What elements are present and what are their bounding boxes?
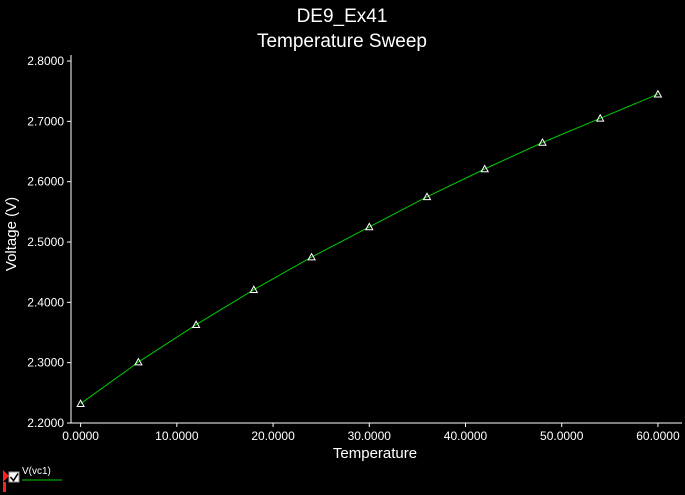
chart-subtitle: Temperature Sweep [257,31,427,52]
axis-ticks: 2.2000 2.3000 2.4000 2.5000 2.6000 2.7000 2.80… [27,54,680,443]
red-marker-icon [3,470,9,492]
data-point-marker [595,113,605,122]
x-tick-label: 0.0000 [62,429,99,443]
chart-title: DE9_Ex41 [297,6,388,27]
y-tick-label: 2.8000 [27,54,64,68]
x-tick-label: 20.0000 [251,429,295,443]
y-tick-label: 2.2000 [27,416,64,430]
legend: V(vc1) [3,466,62,492]
data-point-marker [422,192,432,201]
axes [70,55,682,424]
data-point-marker [307,252,316,261]
x-tick-label: 60.0000 [636,429,680,443]
y-tick-label: 2.3000 [27,356,64,370]
data-point-marker [76,399,85,407]
data-point-marker [249,285,259,293]
x-axis-label: Temperature [333,445,417,462]
data-point-marker [653,89,663,98]
x-tick-label: 50.0000 [540,429,584,443]
x-tick-label: 10.0000 [155,429,199,443]
y-axis-label: Voltage (V) [3,197,20,271]
y-tick-label: 2.5000 [27,235,64,249]
x-tick-label: 40.0000 [444,429,488,443]
x-tick-label: 30.0000 [348,429,392,443]
data-point-marker [480,164,490,173]
data-point-marker [191,320,201,328]
data-point-marker [364,222,374,231]
y-tick-label: 2.6000 [27,175,64,189]
series-lines [80,93,659,405]
y-tick-label: 2.4000 [27,295,64,309]
series-line-vvc1 [80,93,659,405]
checkbox-checked-icon[interactable] [8,471,20,483]
data-point-marker [538,137,547,146]
y-tick-label: 2.7000 [27,114,64,128]
data-point-marker [134,357,143,366]
legend-label-vvc1: V(vc1) [22,466,51,477]
series-markers [76,89,663,407]
